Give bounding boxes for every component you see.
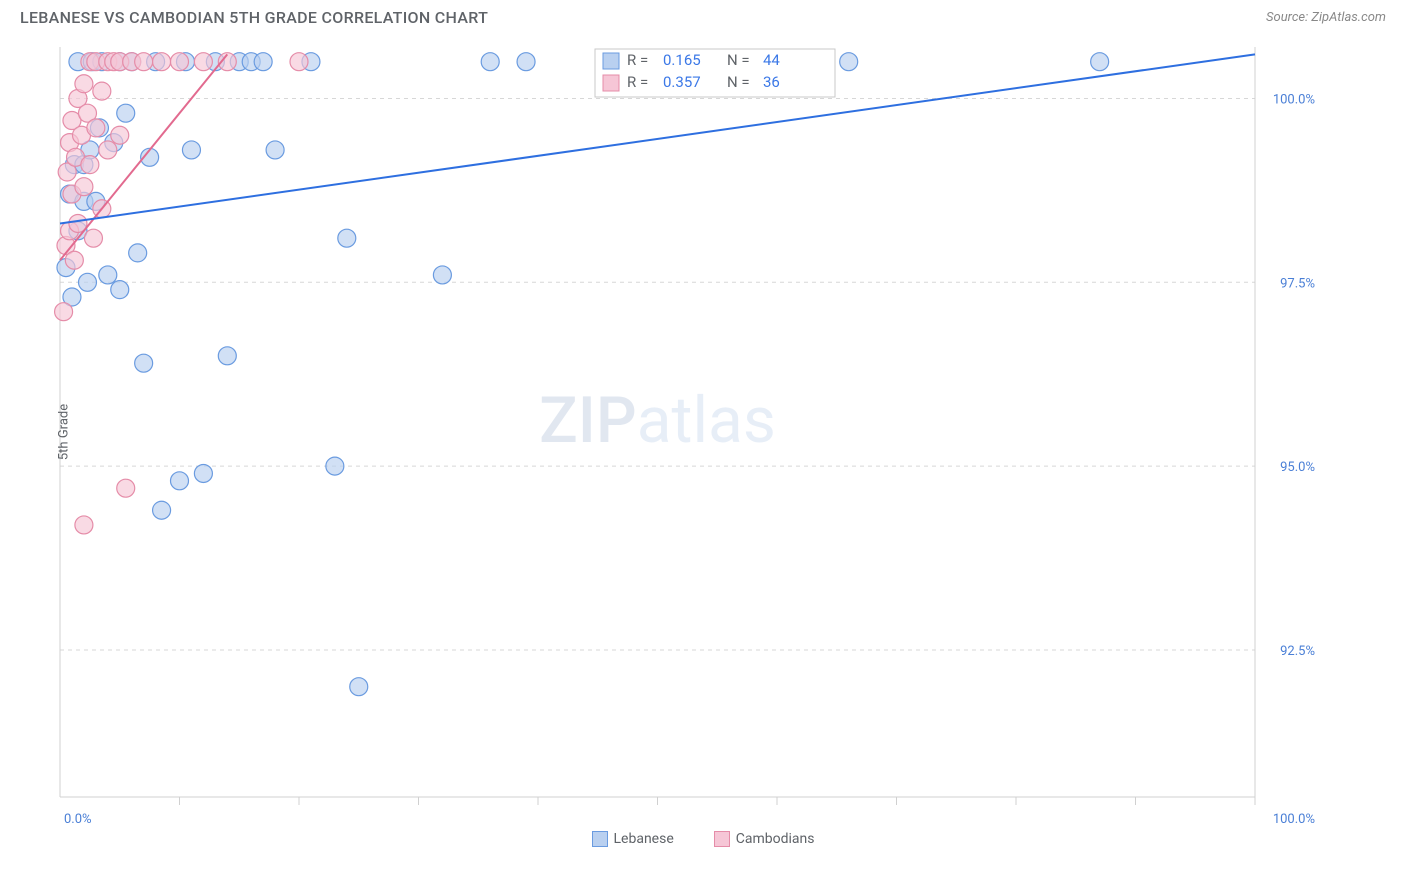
data-point <box>117 104 135 122</box>
data-point <box>99 141 117 159</box>
y-tick-label: 100.0% <box>1273 92 1315 107</box>
data-point <box>135 354 153 372</box>
data-point <box>135 53 153 71</box>
legend-label: Cambodians <box>736 831 815 847</box>
data-point <box>481 53 499 71</box>
data-point <box>87 119 105 137</box>
stats-n-label: N = <box>727 73 750 91</box>
data-point <box>75 516 93 534</box>
scatter-chart: 92.5%95.0%97.5%100.0%ZIPatlasR =0.165N =… <box>50 37 1330 827</box>
data-point <box>99 266 117 284</box>
y-axis-label: 5th Grade <box>57 404 72 460</box>
data-point <box>78 273 96 291</box>
data-point <box>75 178 93 196</box>
stats-r-value: 0.165 <box>663 51 701 69</box>
data-point <box>338 229 356 247</box>
chart-header: LEBANESE VS CAMBODIAN 5TH GRADE CORRELAT… <box>0 0 1406 37</box>
data-point <box>182 141 200 159</box>
data-point <box>117 479 135 497</box>
stats-r-label: R = <box>627 73 648 91</box>
stats-r-label: R = <box>627 51 648 69</box>
data-point <box>290 53 308 71</box>
chart-container: 5th Grade 92.5%95.0%97.5%100.0%ZIPatlasR… <box>50 37 1386 827</box>
x-max-label: 100.0% <box>1273 812 1315 827</box>
stats-r-value: 0.357 <box>663 73 701 91</box>
data-point <box>1091 53 1109 71</box>
data-point <box>433 266 451 284</box>
data-point <box>326 457 344 475</box>
data-point <box>840 53 858 71</box>
stats-n-value: 36 <box>763 73 780 91</box>
data-point <box>254 53 272 71</box>
data-point <box>75 75 93 93</box>
data-point <box>111 126 129 144</box>
legend-swatch <box>603 53 619 69</box>
data-point <box>194 464 212 482</box>
data-point <box>153 53 171 71</box>
data-point <box>171 53 189 71</box>
x-min-label: 0.0% <box>64 812 92 827</box>
stats-n-label: N = <box>727 51 750 69</box>
legend-label: Lebanese <box>614 831 674 847</box>
data-point <box>194 53 212 71</box>
stats-n-value: 44 <box>763 51 780 69</box>
y-tick-label: 97.5% <box>1280 276 1315 291</box>
data-point <box>153 501 171 519</box>
data-point <box>350 678 368 696</box>
chart-title: LEBANESE VS CAMBODIAN 5TH GRADE CORRELAT… <box>20 8 488 27</box>
legend-item: Lebanese <box>592 831 674 847</box>
data-point <box>81 156 99 174</box>
legend-swatch <box>714 831 730 847</box>
data-point <box>218 347 236 365</box>
data-point <box>93 82 111 100</box>
data-point <box>111 281 129 299</box>
source-label: Source: ZipAtlas.com <box>1266 10 1386 25</box>
legend-item: Cambodians <box>714 831 815 847</box>
legend-swatch <box>592 831 608 847</box>
data-point <box>266 141 284 159</box>
data-point <box>517 53 535 71</box>
y-tick-label: 92.5% <box>1280 644 1315 659</box>
data-point <box>171 472 189 490</box>
legend-swatch <box>603 75 619 91</box>
data-point <box>55 303 73 321</box>
y-tick-label: 95.0% <box>1280 460 1315 475</box>
data-point <box>129 244 147 262</box>
data-point <box>65 251 83 269</box>
bottom-legend: Lebanese Cambodians <box>0 831 1406 847</box>
data-point <box>84 229 102 247</box>
